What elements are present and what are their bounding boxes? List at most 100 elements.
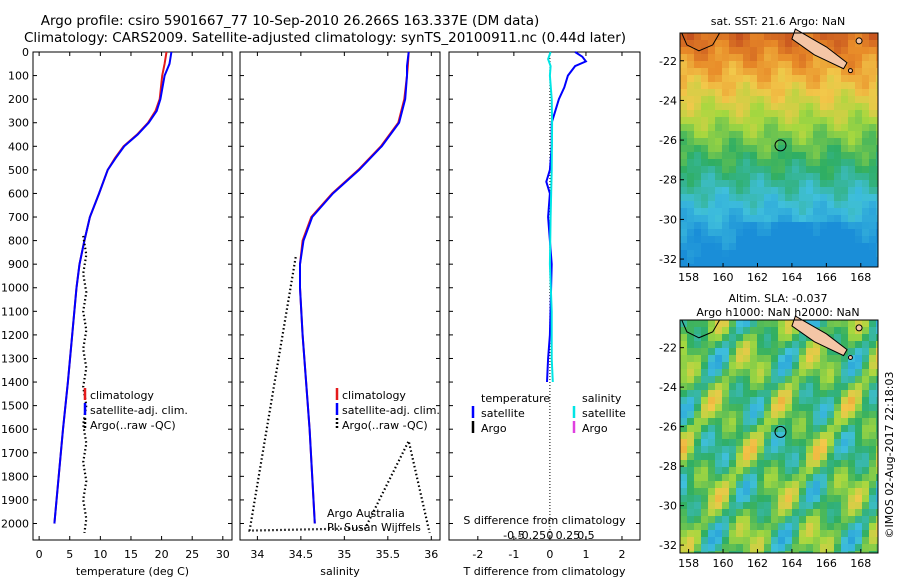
map-cell xyxy=(869,89,877,97)
map-cell xyxy=(694,33,702,41)
map-cell xyxy=(792,257,800,265)
map-cell xyxy=(876,425,879,433)
map-cell xyxy=(757,516,765,524)
map-cell xyxy=(820,152,828,160)
map-cell xyxy=(820,523,828,531)
map-cell xyxy=(722,362,730,370)
map-cell xyxy=(876,446,879,454)
map-cell xyxy=(834,96,842,104)
map-cell xyxy=(736,537,744,545)
map-cell xyxy=(792,117,800,125)
map-cell xyxy=(806,509,814,517)
map-cell xyxy=(729,425,737,433)
map-cell xyxy=(722,523,730,531)
map-cell xyxy=(729,320,737,328)
map-y-tick-label: -24 xyxy=(659,94,677,107)
map-cell xyxy=(855,495,863,503)
map-cell xyxy=(701,89,709,97)
map-cell xyxy=(834,229,842,237)
map-cell xyxy=(680,334,688,342)
map-cell xyxy=(848,341,856,349)
map-cell xyxy=(757,75,765,83)
map-cell xyxy=(736,481,744,489)
map-cell xyxy=(862,166,870,174)
map-cell xyxy=(792,404,800,412)
map-cell xyxy=(855,222,863,230)
map-cell xyxy=(876,502,879,510)
map-cell xyxy=(799,467,807,475)
map-cell xyxy=(722,348,730,356)
map-cell xyxy=(841,75,849,83)
map-cell xyxy=(715,348,723,356)
legend-label: climatology xyxy=(90,389,154,402)
map-cell xyxy=(729,264,737,268)
map-cell xyxy=(771,152,779,160)
map-cell xyxy=(792,75,800,83)
map-cell xyxy=(687,152,695,160)
map-cell xyxy=(750,404,758,412)
map-cell xyxy=(827,460,835,468)
map-cell xyxy=(729,47,737,55)
map-cell xyxy=(813,488,821,496)
map-cell xyxy=(827,187,835,195)
map-cell xyxy=(750,124,758,132)
map-cell xyxy=(715,152,723,160)
map-cell xyxy=(771,131,779,139)
map-cell xyxy=(778,488,786,496)
map-cell xyxy=(806,362,814,370)
map-cell xyxy=(792,208,800,216)
map-cell xyxy=(834,68,842,76)
map-cell xyxy=(792,103,800,111)
map-cell xyxy=(841,264,849,268)
map-cell xyxy=(736,96,744,104)
series-line-satellite-adj-clim- xyxy=(53,51,173,524)
map-cell xyxy=(715,103,723,111)
map-cell xyxy=(806,159,814,167)
map-cell xyxy=(855,257,863,265)
map-cell xyxy=(855,488,863,496)
map-cell xyxy=(743,355,751,363)
map-cell xyxy=(764,390,772,398)
map-cell xyxy=(680,250,688,258)
map-cell xyxy=(862,537,870,545)
map-cell xyxy=(729,544,737,552)
map-cell xyxy=(701,495,709,503)
map-cell xyxy=(855,180,863,188)
map-cell xyxy=(687,117,695,125)
map-cell xyxy=(743,502,751,510)
map-cell xyxy=(778,453,786,461)
map-cell xyxy=(750,40,758,48)
map-cell xyxy=(806,369,814,377)
map-cell xyxy=(757,383,765,391)
map-cell xyxy=(701,117,709,125)
map-cell xyxy=(722,187,730,195)
map-cell xyxy=(736,152,744,160)
map-cell xyxy=(834,264,842,268)
map-cell xyxy=(799,89,807,97)
map-cell xyxy=(729,236,737,244)
map-cell xyxy=(813,103,821,111)
map-cell xyxy=(876,376,879,384)
map-cell xyxy=(855,124,863,132)
map-cell xyxy=(687,369,695,377)
map-cell xyxy=(834,201,842,209)
map-cell xyxy=(771,145,779,153)
map-cell xyxy=(841,383,849,391)
map-cell xyxy=(757,432,765,440)
map-cell xyxy=(827,425,835,433)
map-cell xyxy=(813,404,821,412)
map-cell xyxy=(778,75,786,83)
map-cell xyxy=(715,537,723,545)
map-cell xyxy=(708,516,716,524)
map-cell xyxy=(764,222,772,230)
map-cell xyxy=(750,537,758,545)
map-cell xyxy=(743,173,751,181)
map-cell xyxy=(687,264,695,268)
map-cell xyxy=(834,369,842,377)
map-cell xyxy=(876,40,879,48)
map-x-tick-label: 160 xyxy=(713,557,734,570)
map-cell xyxy=(820,89,828,97)
map-cell xyxy=(778,474,786,482)
map-cell xyxy=(827,208,835,216)
map-cell xyxy=(750,327,758,335)
